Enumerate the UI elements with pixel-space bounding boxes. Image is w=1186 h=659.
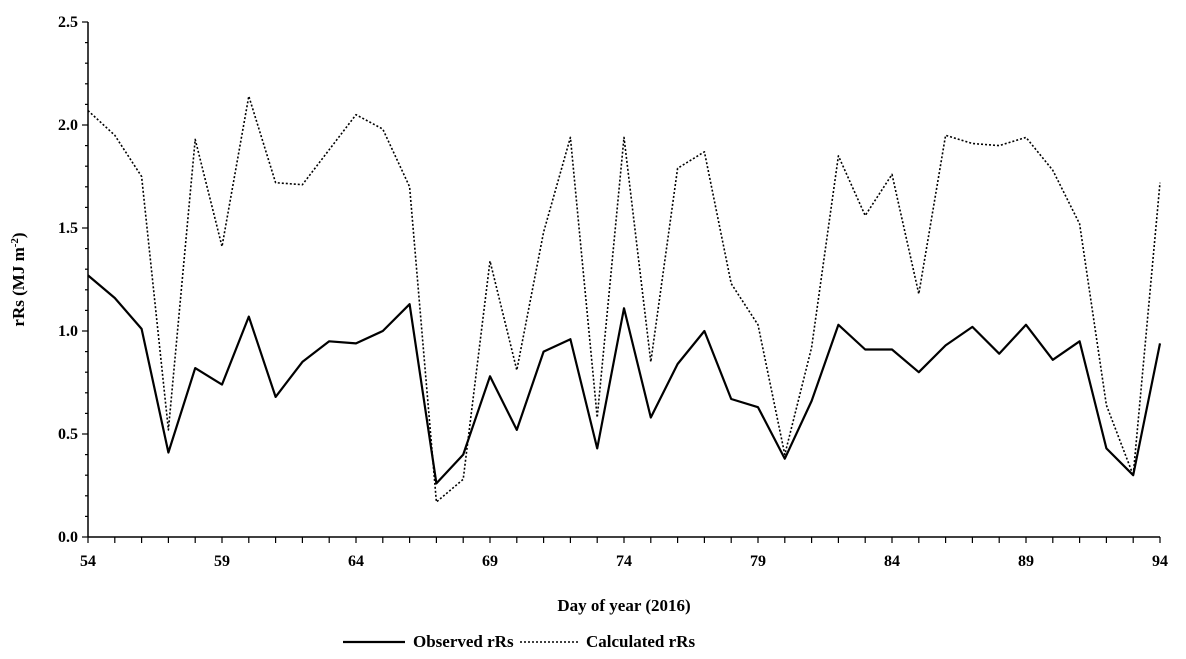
legend-calculated: Calculated rRs [520, 632, 695, 651]
y-tick-label: 2.0 [58, 117, 78, 134]
x-axis-ticks: 54 59 64 69 74 79 84 89 94 [80, 537, 1168, 570]
x-tick-label: 74 [616, 553, 632, 570]
plot-area: 0.0 0.5 1.0 1.5 2.0 2.5 54 59 64 69 74 79 84 89 94 [58, 14, 1168, 570]
x-tick-label: 69 [482, 553, 498, 570]
y-tick-label: 1.5 [58, 220, 78, 237]
x-axis-title: Day of year (2016) [557, 596, 690, 615]
legend-observed-label: Observed rRs [413, 632, 514, 651]
observed-series-line [87, 274, 1162, 485]
x-tick-label: 64 [348, 553, 364, 570]
x-tick-label: 89 [1018, 553, 1034, 570]
x-tick-label: 94 [1152, 553, 1168, 570]
legend: Observed rRs Calculated rRs [343, 632, 695, 651]
y-axis-title-superscript: -2 [9, 238, 21, 248]
calculated-series-line [87, 95, 1161, 503]
x-tick-label: 59 [214, 553, 230, 570]
x-tick-label: 79 [750, 553, 766, 570]
y-tick-label: 0.0 [58, 529, 78, 546]
legend-observed: Observed rRs [343, 632, 514, 651]
y-axis-title-end: ) [9, 232, 28, 238]
y-axis-title: rRs (MJ m-2) [9, 232, 28, 326]
y-tick-label: 1.0 [58, 323, 78, 340]
legend-calculated-label: Calculated rRs [586, 632, 695, 651]
y-axis-title-main: rRs (MJ m [9, 247, 28, 326]
y-tick-label: 2.5 [58, 14, 78, 31]
series-layer [87, 95, 1162, 503]
y-tick-label: 0.5 [58, 426, 78, 443]
x-tick-label: 54 [80, 553, 96, 570]
y-axis-ticks: 0.0 0.5 1.0 1.5 2.0 2.5 [58, 14, 88, 546]
x-tick-label: 84 [884, 553, 900, 570]
